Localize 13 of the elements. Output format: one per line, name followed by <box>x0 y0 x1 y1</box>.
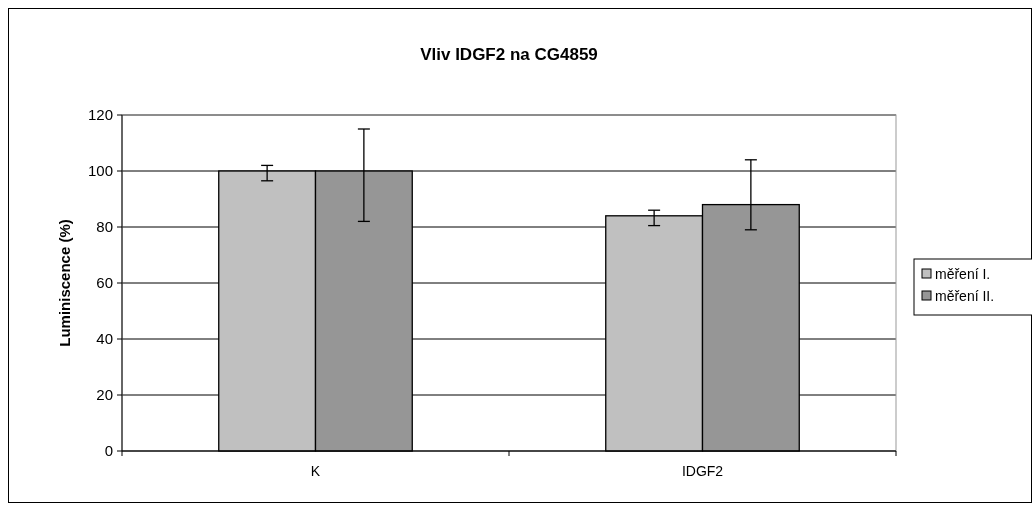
y-tick-label: 40 <box>96 330 113 348</box>
y-tick-label: 120 <box>87 106 113 124</box>
y-axis-title: Luminiscence (%) <box>56 219 73 347</box>
x-tick-label: IDGF2 <box>681 463 724 479</box>
y-tick-label: 20 <box>96 386 113 404</box>
y-tick-label: 80 <box>96 218 113 236</box>
y-tick-label: 100 <box>87 162 113 180</box>
chart-title: Vliv IDGF2 na CG4859 <box>420 45 598 64</box>
x-tick-label: K <box>310 463 321 479</box>
legend-label: měření II. <box>935 287 995 304</box>
y-tick-label: 60 <box>96 274 113 292</box>
legend-label: měření I. <box>935 265 991 282</box>
y-tick-label: 0 <box>104 442 113 460</box>
